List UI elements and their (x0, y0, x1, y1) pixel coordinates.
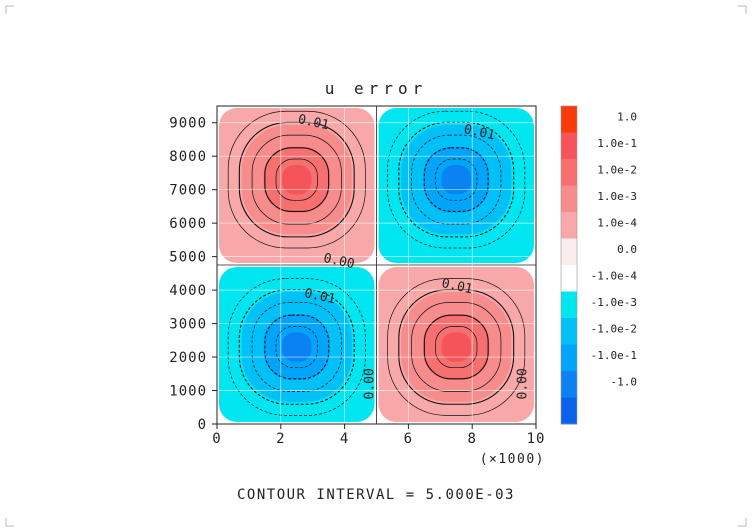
colorbar-label: -1.0 (611, 375, 638, 388)
contour-line (411, 134, 502, 225)
colorbar-label: 1.0 (617, 110, 637, 123)
contour-line (387, 278, 526, 416)
contour-label: 0.01 (462, 122, 496, 143)
y-tick-label: 9000 (169, 116, 207, 132)
chart-title: u error (325, 79, 427, 98)
colorbar-swatch (561, 159, 577, 186)
contour-label: 0.01 (303, 286, 337, 307)
colorbar-label: -1.0e-1 (591, 349, 637, 362)
contour-cell (378, 108, 534, 263)
contour-fill (441, 165, 471, 195)
contour-line (435, 325, 478, 369)
contour-line (423, 314, 489, 380)
colorbar-label: -1.0e-4 (591, 269, 638, 282)
corner-mark-top-right (738, 5, 747, 14)
colorbar-swatch (561, 238, 577, 266)
plot-area: 0.01 0.01 0.00 0.01 0.01 0.00 0.00 (216, 106, 537, 425)
colorbar-label: 0.0 (617, 243, 637, 256)
colorbar-swatch (561, 132, 577, 160)
contour-label: 0.00 (362, 368, 377, 399)
y-tick-label: 6000 (169, 216, 207, 232)
contour-line (398, 121, 515, 238)
axes: 0 2 4 6 8 10 0 1000 2000 3000 4000 5000 6000 7000 8000… (169, 105, 546, 447)
contour-line (275, 325, 318, 369)
contour-fill (441, 332, 471, 362)
plot-frame (216, 105, 537, 425)
contour-fill (282, 332, 312, 362)
y-tick-label: 4000 (169, 283, 207, 299)
x-multiplier-label: (×1000) (480, 452, 545, 467)
y-tick-label: 3000 (169, 317, 207, 333)
contour-line (264, 147, 330, 212)
colorbar-label: 1.0e-4 (597, 216, 637, 229)
contour-line (227, 110, 366, 249)
colorbar-swatch (561, 318, 577, 345)
colorbar-label: 1.0e-1 (597, 137, 637, 150)
colorbar-label: -1.0e-3 (591, 296, 637, 309)
contour-cell (378, 267, 534, 422)
contour-label: 0.01 (297, 112, 331, 133)
corner-mark-bottom-left (5, 518, 14, 527)
colorbar-swatch (561, 291, 577, 319)
contour-interval-label: CONTOUR INTERVAL = 5.000E-03 (237, 487, 515, 503)
contour-line (435, 158, 478, 201)
colorbar-swatch (561, 397, 577, 425)
colorbar-swatch (561, 344, 577, 372)
contour-line (275, 158, 318, 201)
y-tick-label: 2000 (169, 350, 207, 366)
colorbar-swatch (561, 212, 577, 239)
y-tick-label: 7000 (169, 183, 207, 199)
x-tick-label: 6 (404, 431, 413, 447)
contour-line (227, 278, 366, 416)
colorbar-swatch (561, 185, 577, 213)
colorbar-label: 1.0e-2 (597, 163, 637, 176)
x-tick-label: 8 (467, 431, 476, 447)
colorbar-label: -1.0e-2 (591, 322, 637, 335)
contour-line (251, 302, 342, 392)
y-tick-label: 8000 (169, 149, 207, 165)
x-tick-label: 10 (527, 431, 546, 447)
contour-label: 0.00 (322, 251, 356, 272)
contour-line (423, 147, 489, 212)
contour-line (238, 289, 355, 405)
y-tick-label: 0 (198, 417, 207, 433)
contour-cell (219, 267, 375, 422)
colorbar-label: 1.0e-3 (597, 190, 637, 203)
x-tick-label: 2 (276, 431, 285, 447)
colorbar-frame (560, 105, 578, 425)
contour-label: 0.00 (515, 368, 530, 399)
y-tick-label: 5000 (169, 250, 207, 266)
contour-line (264, 314, 330, 380)
colorbar: 1.0 1.0e-1 1.0e-2 1.0e-3 1.0e-4 0.0 -1.0e-4 -1.… (560, 105, 638, 425)
contour-cell (219, 108, 375, 263)
y-tick-label: 1000 (169, 384, 207, 400)
contour-line (387, 110, 526, 249)
colorbar-swatch (561, 106, 577, 133)
contour-line (411, 302, 502, 392)
contour-fill (282, 165, 312, 195)
x-tick-label: 4 (340, 431, 349, 447)
contour-label: 0.01 (440, 276, 474, 297)
colorbar-swatch (561, 371, 577, 398)
contour-line (251, 134, 342, 225)
colorbar-swatch (561, 265, 577, 292)
corner-mark-top-left (5, 5, 14, 14)
x-tick-label: 0 (212, 431, 221, 447)
corner-mark-bottom-right (738, 518, 747, 527)
